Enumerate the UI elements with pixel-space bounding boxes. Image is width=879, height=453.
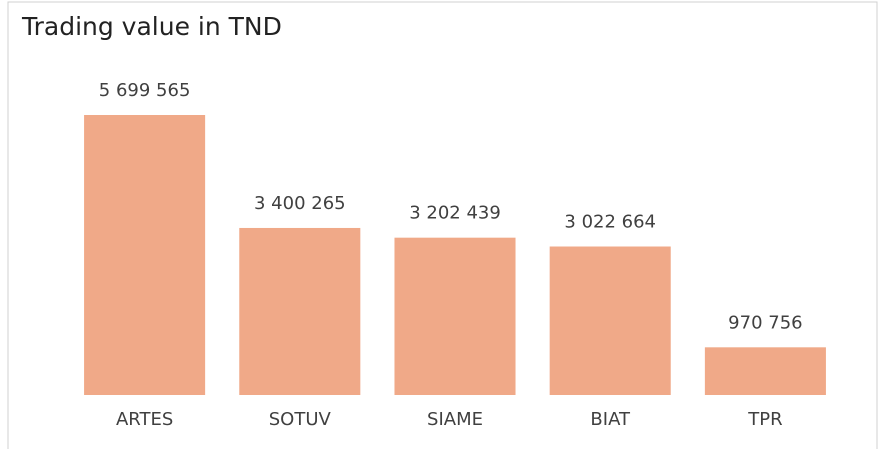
x-tick-label: SIAME — [427, 409, 483, 430]
data-label: 3 202 439 — [409, 203, 501, 224]
x-tick-label: TPR — [747, 409, 782, 430]
bar — [704, 347, 826, 395]
bar — [394, 237, 516, 395]
x-tick-label: SOTUV — [269, 409, 332, 430]
data-label: 3 022 664 — [564, 212, 656, 233]
frame — [7, 1, 878, 449]
data-label: 970 756 — [728, 312, 802, 333]
bar — [84, 115, 206, 395]
data-label: 5 699 565 — [99, 80, 191, 101]
chart-title: Trading value in TND — [21, 12, 282, 41]
x-tick-label: BIAT — [590, 409, 631, 430]
bar — [239, 227, 361, 395]
data-label: 3 400 265 — [254, 193, 346, 214]
x-tick-label: ARTES — [116, 409, 173, 430]
bar — [549, 246, 671, 395]
